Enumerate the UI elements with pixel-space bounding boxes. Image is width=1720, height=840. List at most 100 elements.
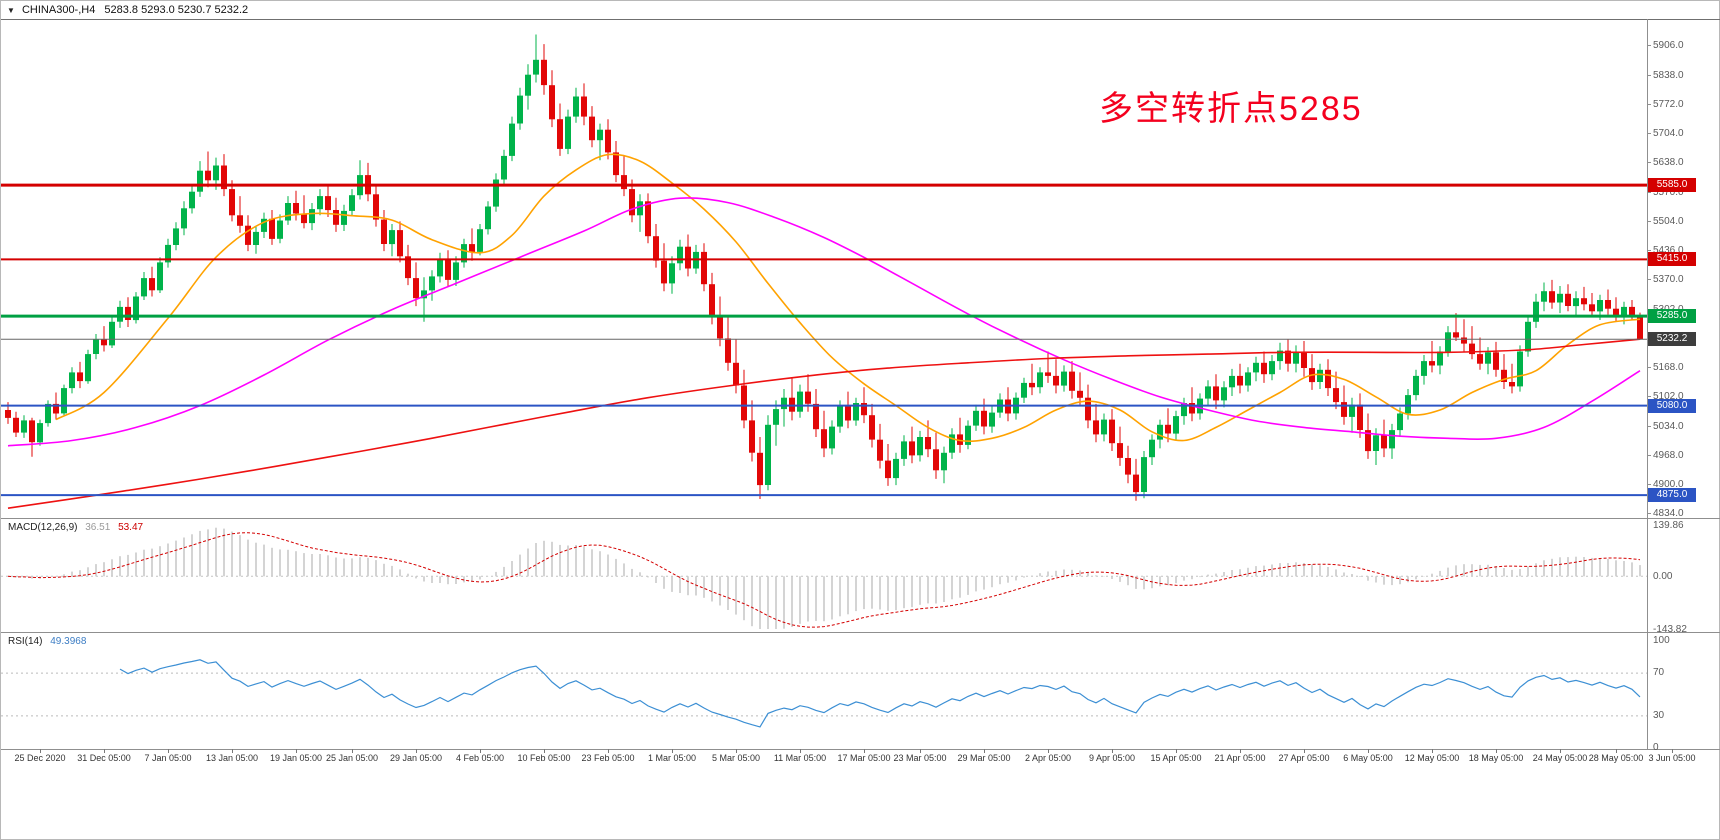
price-axis-label: 4968.0 bbox=[1653, 449, 1684, 461]
time-axis-border bbox=[1, 749, 1720, 750]
current-price-badge: 5232.2 bbox=[1648, 332, 1696, 347]
time-axis-tick bbox=[104, 749, 105, 753]
price-axis-label: 5436.0 bbox=[1653, 245, 1684, 257]
price-axis-label: 5906.0 bbox=[1653, 40, 1684, 51]
time-axis-label: 21 Apr 05:00 bbox=[1214, 753, 1266, 763]
price-axis-tick bbox=[1647, 191, 1651, 193]
rsi-axis-label: 70 bbox=[1653, 667, 1665, 679]
macd-axis-label: 0.00 bbox=[1653, 571, 1673, 583]
price-axis-tick bbox=[1647, 454, 1651, 456]
price-axis-tick bbox=[1647, 484, 1651, 486]
level-price-badge: 5285.0 bbox=[1648, 309, 1696, 324]
time-axis-label: 15 Apr 05:00 bbox=[1150, 753, 1202, 763]
time-axis-tick bbox=[1616, 749, 1617, 753]
level-price-badge: 5415.0 bbox=[1648, 252, 1696, 267]
time-axis-tick bbox=[1432, 749, 1433, 753]
time-axis-label: 17 Mar 05:00 bbox=[837, 753, 891, 763]
time-axis-label: 4 Feb 05:00 bbox=[455, 753, 505, 763]
time-axis-tick bbox=[1496, 749, 1497, 753]
candles bbox=[5, 34, 1643, 501]
panel-separator[interactable] bbox=[1, 632, 1720, 633]
time-axis-label: 29 Jan 05:00 bbox=[389, 753, 443, 763]
price-chart[interactable] bbox=[1, 1, 1647, 518]
price-axis-label: 4900.0 bbox=[1653, 479, 1684, 491]
price-axis-label: 5168.0 bbox=[1653, 362, 1684, 374]
price-axis-label: 4834.0 bbox=[1653, 508, 1684, 519]
macd-signal-line bbox=[7, 532, 1641, 628]
rsi-axis-label: 30 bbox=[1653, 709, 1665, 721]
time-axis-label: 24 May 05:00 bbox=[1532, 753, 1588, 763]
time-axis-tick bbox=[984, 749, 985, 753]
time-axis-tick bbox=[1240, 749, 1241, 753]
price-axis-tick bbox=[1647, 513, 1651, 514]
time-axis-tick bbox=[1560, 749, 1561, 753]
annotation-text: 多空转折点5285 bbox=[1099, 90, 1363, 128]
rsi-panel[interactable] bbox=[1, 632, 1647, 749]
price-axis-label: 5570.0 bbox=[1653, 186, 1684, 198]
price-axis-label: 5704.0 bbox=[1653, 128, 1684, 140]
time-axis-tick bbox=[1368, 749, 1369, 753]
time-axis-label: 27 Apr 05:00 bbox=[1278, 753, 1330, 763]
price-axis-tick bbox=[1647, 279, 1651, 280]
time-axis-tick bbox=[608, 749, 609, 753]
time-axis-tick bbox=[168, 749, 169, 753]
level-price-badge: 5080.0 bbox=[1648, 398, 1696, 413]
time-axis-label: 23 Feb 05:00 bbox=[581, 753, 635, 763]
rsi-indicator-label: RSI(14) 49.3968 bbox=[8, 636, 86, 647]
macd-panel[interactable] bbox=[1, 518, 1647, 632]
price-axis-tick bbox=[1647, 220, 1651, 222]
price-axis-tick bbox=[1647, 45, 1651, 46]
time-axis-tick bbox=[1176, 749, 1177, 753]
time-axis-label: 11 Mar 05:00 bbox=[773, 753, 827, 763]
time-axis-tick bbox=[864, 749, 865, 753]
price-axis-label: 5102.0 bbox=[1653, 391, 1684, 402]
time-axis-tick bbox=[736, 749, 737, 753]
chart-dropdown-icon[interactable]: ▼ bbox=[7, 6, 15, 15]
price-axis-label: 5772.0 bbox=[1653, 98, 1684, 110]
ma-mid-line bbox=[7, 197, 1641, 447]
time-axis-tick bbox=[800, 749, 801, 753]
price-axis-border bbox=[1647, 19, 1648, 749]
macd-title: MACD(12,26,9) bbox=[8, 522, 78, 533]
macd-histogram bbox=[15, 527, 1641, 629]
time-axis-label: 28 May 05:00 bbox=[1588, 753, 1644, 763]
price-axis-tick bbox=[1647, 396, 1651, 397]
panel-separator[interactable] bbox=[1, 518, 1720, 519]
time-axis-label: 3 Jun 05:00 bbox=[1648, 753, 1696, 763]
time-axis-tick bbox=[1672, 749, 1673, 753]
time-axis-tick bbox=[1048, 749, 1049, 753]
time-axis-label: 12 May 05:00 bbox=[1404, 753, 1460, 763]
price-axis-tick bbox=[1647, 74, 1651, 76]
macd-axis-label: 139.86 bbox=[1653, 520, 1684, 531]
macd-signal-value: 53.47 bbox=[118, 522, 144, 533]
time-axis-tick bbox=[544, 749, 545, 753]
time-axis-tick bbox=[1304, 749, 1305, 753]
rsi-value: 49.3968 bbox=[50, 636, 87, 647]
chart-top-border bbox=[1, 19, 1720, 20]
price-axis-tick bbox=[1647, 425, 1651, 427]
time-axis-label: 9 Apr 05:00 bbox=[1088, 753, 1136, 763]
price-axis-tick bbox=[1647, 367, 1651, 369]
time-axis-label: 25 Dec 2020 bbox=[14, 753, 66, 763]
time-axis-label: 1 Mar 05:00 bbox=[647, 753, 697, 763]
time-axis-tick bbox=[416, 749, 417, 753]
time-axis-label: 29 Mar 05:00 bbox=[957, 753, 1011, 763]
rsi-title: RSI(14) bbox=[8, 636, 43, 647]
time-axis-label: 25 Jan 05:00 bbox=[325, 753, 379, 763]
level-price-badge: 4875.0 bbox=[1648, 488, 1696, 503]
time-axis-tick bbox=[296, 749, 297, 753]
rsi-axis-label: 100 bbox=[1653, 635, 1670, 646]
price-axis-label: 5838.0 bbox=[1653, 69, 1684, 81]
ma-slow-line bbox=[7, 338, 1641, 509]
time-axis-label: 18 May 05:00 bbox=[1468, 753, 1524, 763]
time-axis-label: 2 Apr 05:00 bbox=[1024, 753, 1072, 763]
time-axis-label: 10 Feb 05:00 bbox=[517, 753, 571, 763]
time-axis-tick bbox=[920, 749, 921, 753]
time-axis-label: 7 Jan 05:00 bbox=[144, 753, 192, 763]
price-axis-tick bbox=[1647, 133, 1651, 135]
symbol-period-label: CHINA300-,H4 bbox=[21, 4, 96, 16]
price-axis-label: 5034.0 bbox=[1653, 420, 1684, 432]
price-axis-tick bbox=[1647, 103, 1651, 105]
time-axis-tick bbox=[672, 749, 673, 753]
